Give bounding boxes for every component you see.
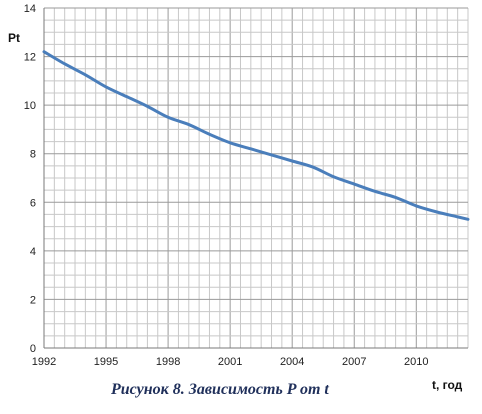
x-tick-label: 2010	[404, 356, 428, 368]
y-tick-label: 2	[30, 294, 36, 306]
x-axis-title: t, год	[432, 378, 463, 392]
y-tick-label: 12	[24, 52, 36, 64]
series-line	[42, 50, 470, 221]
tick-labels: 0 2 4 6 8 10 12 14 1992 1995 1998 2001 2004 2007 2010	[24, 3, 429, 368]
y-axis-title: Pt	[8, 31, 20, 45]
y-tick-label: 0	[30, 343, 36, 355]
series-layer	[42, 50, 470, 221]
y-tick-label: 8	[30, 149, 36, 161]
x-tick-label: 2004	[280, 356, 304, 368]
y-tick-label: 10	[24, 100, 36, 112]
axes	[43, 8, 468, 349]
y-tick-label: 4	[30, 246, 36, 258]
x-tick-label: 2007	[342, 356, 366, 368]
figure-caption: Рисунок 8. Зависимость P от t	[110, 381, 329, 398]
x-tick-label: 1998	[156, 356, 180, 368]
x-tick-label: 1995	[94, 356, 118, 368]
grid	[43, 7, 469, 349]
y-tick-label: 6	[30, 197, 36, 209]
y-tick-label: 14	[24, 3, 36, 15]
x-tick-label: 1992	[32, 356, 56, 368]
x-tick-label: 2001	[218, 356, 242, 368]
